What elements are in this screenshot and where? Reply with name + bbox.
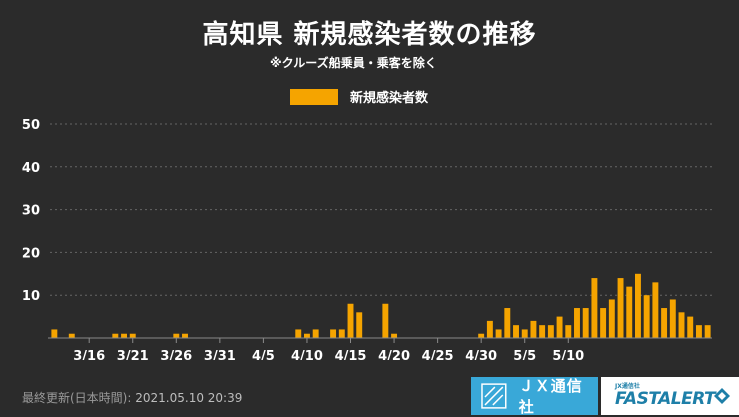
bar [652, 282, 659, 338]
bar [129, 333, 136, 338]
jx-logo-icon [481, 383, 507, 409]
bar [695, 325, 702, 338]
bar [182, 333, 188, 338]
bar [121, 333, 128, 338]
chart-title: 高知県 新規感染者数の推移 [202, 20, 537, 50]
x-tick-label: 4/20 [378, 349, 410, 360]
bar [565, 325, 572, 338]
bar [338, 329, 345, 338]
bars [51, 273, 711, 338]
bar [312, 329, 319, 338]
bar [347, 303, 354, 338]
bar [574, 308, 580, 338]
bar [582, 308, 589, 338]
bar [486, 320, 493, 338]
bar [687, 316, 694, 338]
bar [617, 278, 624, 338]
axes: 10 20 30 40 50 3/16 3/21 3/26 3/31 4/5 4/10 4/15 4/2… [22, 118, 712, 360]
bar [495, 329, 502, 338]
bar [600, 308, 607, 338]
legend: 新規感染者数 [290, 87, 428, 106]
bar [556, 316, 563, 338]
bar [634, 273, 641, 338]
bar [539, 325, 546, 338]
bar [678, 312, 685, 338]
y-tick-label: 20 [22, 246, 40, 261]
x-tick-label: 5/10 [552, 349, 584, 360]
chart-subtitle: ※クルーズ船乗員・乗客を除く [270, 56, 437, 70]
fastalert-logo-icon [714, 388, 730, 404]
fastalert-brand-logo: JX通信社 FASTALERT [601, 377, 739, 415]
jx-brand-logo: ＪＸ通信社 [471, 377, 598, 416]
fastalert-small-text: JX通信社 [615, 383, 640, 390]
bar [478, 333, 485, 338]
last-updated-label: 最終更新(日本時間): [22, 391, 132, 405]
legend-swatch [290, 88, 338, 105]
bar [608, 299, 615, 338]
y-tick-label: 50 [22, 118, 40, 133]
last-updated-time: 2021.05.10 20:39 [135, 391, 243, 405]
y-tick-label: 30 [22, 204, 40, 219]
grid-lines [50, 123, 712, 296]
bar [173, 333, 180, 338]
bar [547, 325, 554, 338]
bar [112, 333, 119, 338]
bar [391, 333, 398, 338]
bar [382, 303, 389, 338]
x-tick-label: 5/5 [513, 349, 536, 360]
bar [704, 325, 711, 338]
x-tick-label: 4/15 [335, 349, 367, 360]
x-tick-label: 4/5 [252, 349, 275, 360]
fastalert-brand-name: FASTALERT [615, 389, 716, 409]
x-tick-label: 3/16 [73, 349, 105, 360]
bar-chart: 10 20 30 40 50 3/16 3/21 3/26 3/31 4/5 4/10 4/15 4/2… [22, 118, 712, 360]
bar [356, 312, 363, 338]
bar [669, 299, 676, 338]
bar [330, 329, 337, 338]
bar [51, 329, 58, 338]
bar [530, 320, 537, 338]
legend-label: 新規感染者数 [350, 91, 429, 106]
x-tick-label: 4/10 [291, 349, 323, 360]
bar [661, 308, 668, 338]
bar [591, 278, 598, 338]
bar [295, 329, 302, 338]
bar [303, 333, 310, 338]
last-updated: 最終更新(日本時間): 2021.05.10 20:39 [22, 389, 242, 406]
y-tick-label: 40 [22, 161, 40, 176]
x-tick-label: 3/31 [204, 349, 236, 360]
bar [626, 286, 633, 338]
jx-brand-name: ＪＸ通信社 [518, 377, 583, 416]
bar [68, 333, 75, 338]
x-tick-label: 4/25 [422, 349, 454, 360]
bar [643, 295, 650, 338]
bar [521, 329, 528, 338]
y-tick-label: 10 [22, 289, 40, 304]
x-tick-label: 3/21 [117, 349, 149, 360]
x-tick-label: 4/30 [465, 349, 497, 360]
bar [513, 325, 519, 338]
x-tick-label: 3/26 [160, 349, 192, 360]
bar [504, 308, 511, 338]
